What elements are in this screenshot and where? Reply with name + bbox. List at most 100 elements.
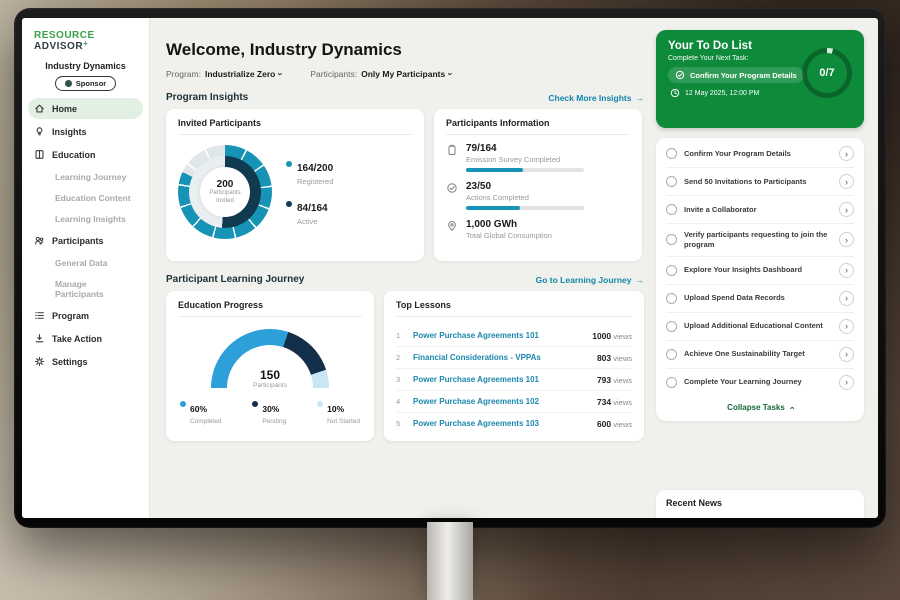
stat-global-consumption: 1,000 GWh Total Global Consumption [446, 219, 630, 244]
task-checkbox[interactable] [666, 148, 677, 159]
sidebar-item-take-action[interactable]: Take Action [22, 327, 149, 350]
chevron-right-icon[interactable]: › [839, 202, 854, 217]
todo-next-task-label: Confirm Your Program Details [690, 70, 797, 80]
book-icon [35, 150, 44, 159]
task-item[interactable]: Upload Additional Educational Content › [666, 313, 854, 341]
clock-icon [670, 88, 680, 98]
task-item[interactable]: Complete Your Learning Journey › [666, 369, 854, 396]
todo-next-task[interactable]: Confirm Your Program Details [668, 67, 804, 83]
main-content: Welcome, Industry Dynamics Program: Indu… [150, 18, 656, 518]
check-circle-icon [675, 70, 685, 80]
lesson-views-unit: views [613, 331, 632, 341]
dashboard-screen: RESOURCE ADVISOR+ Industry Dynamics Spon… [22, 18, 878, 518]
home-icon [35, 104, 44, 113]
sidebar-item-general-data[interactable]: General Data [55, 257, 108, 268]
lesson-row: 3 Power Purchase Agreements 101 793 view… [396, 369, 632, 391]
sponsor-icon [64, 80, 72, 87]
chevron-right-icon[interactable]: › [839, 146, 854, 161]
chevron-right-icon[interactable]: › [839, 290, 854, 306]
participants-filter-label: Participants: [310, 69, 358, 79]
lesson-row: 4 Power Purchase Agreements 102 734 view… [396, 391, 632, 413]
todo-progress-value: 0/7 [819, 67, 835, 79]
task-item[interactable]: Explore Your Insights Dashboard › [666, 257, 854, 285]
nav-label: Participants [52, 235, 104, 246]
chevron-right-icon[interactable]: › [839, 262, 854, 278]
collapse-tasks-button[interactable]: Collapse Tasks › [666, 396, 854, 417]
todo-summary-card: Your To Do List Complete Your Next Task:… [656, 30, 864, 128]
lesson-link[interactable]: Power Purchase Agreements 101 [413, 331, 539, 340]
task-item[interactable]: Send 50 Invitations to Participants › [666, 168, 854, 196]
chevron-right-icon[interactable]: › [839, 174, 854, 189]
sidebar-item-settings[interactable]: Settings [22, 350, 149, 373]
sponsor-badge[interactable]: Sponsor [54, 76, 117, 91]
task-item[interactable]: Achieve One Sustainability Target › [666, 341, 854, 369]
nav-label: Take Action [52, 333, 103, 344]
task-item[interactable]: Upload Spend Data Records › [666, 285, 854, 313]
sidebar-item-learning-journey[interactable]: Learning Journey [55, 171, 127, 182]
chevron-right-icon[interactable]: › [839, 346, 854, 362]
sponsor-label: Sponsor [75, 79, 107, 88]
stat-label: Actions Completed [466, 193, 529, 202]
task-checkbox[interactable] [666, 348, 677, 360]
program-filter[interactable]: Program: Industrialize Zero › [166, 69, 286, 79]
task-label: Upload Additional Educational Content [684, 321, 823, 331]
lesson-views-value: 793 [596, 374, 612, 385]
card-title: Invited Participants [178, 118, 412, 135]
stat-actions-completed: 23/50 Actions Completed [446, 181, 630, 210]
sidebar-item-manage-participants[interactable]: Manage Participants [55, 278, 104, 299]
lesson-link[interactable]: Financial Considerations - VPPAs [413, 353, 541, 362]
sidebar-item-education[interactable]: Education [22, 143, 149, 166]
gauge-legend: 60% Completed 30% Pending [178, 399, 362, 425]
legend-item-active: 84/164 Active [286, 198, 333, 226]
people-icon [35, 236, 44, 245]
go-to-learning-journey-link[interactable]: Go to Learning Journey → [536, 275, 644, 285]
sidebar-item-home[interactable]: Home [28, 98, 143, 119]
legend-item-registered: 164/200 Registered [286, 158, 333, 186]
card-title: Top Lessons [396, 300, 632, 317]
progress-bar [466, 168, 584, 172]
chevron-right-icon[interactable]: › [839, 374, 854, 390]
task-checkbox[interactable] [666, 376, 677, 388]
task-checkbox[interactable] [666, 320, 677, 332]
lesson-link[interactable]: Power Purchase Agreements 103 [413, 419, 539, 428]
legend-dot [286, 161, 292, 167]
nav-label: Home [52, 103, 78, 114]
stat-label: Emission Survey Completed [466, 155, 561, 164]
sidebar-item-learning-insights[interactable]: Learning Insights [55, 213, 126, 224]
legend-dot [180, 401, 186, 407]
lesson-link[interactable]: Power Purchase Agreements 101 [413, 375, 539, 384]
nav-label: Settings [52, 356, 88, 367]
task-label: Send 50 Invitations to Participants [684, 176, 807, 186]
program-filter-label: Program: [166, 69, 201, 79]
lesson-views-unit: views [613, 419, 632, 429]
check-more-insights-link[interactable]: Check More Insights → [548, 93, 644, 103]
sidebar-item-education-content[interactable]: Education Content [55, 192, 131, 203]
sidebar-item-program[interactable]: Program [22, 304, 149, 327]
invited-participants-card: Invited Participants 200 Participants In… [166, 109, 424, 261]
task-item[interactable]: Confirm Your Program Details › [666, 140, 854, 168]
task-checkbox[interactable] [666, 176, 677, 187]
program-insights-header: Program Insights Check More Insights → [166, 92, 644, 103]
education-progress-card: Education Progress 150 Participants [166, 291, 374, 441]
legend-label: Pending [262, 418, 287, 425]
sidebar-item-insights[interactable]: Insights [22, 120, 149, 143]
lesson-link[interactable]: Power Purchase Agreements 102 [413, 397, 539, 406]
task-item[interactable]: Invite a Collaborator › [666, 196, 854, 224]
chevron-right-icon[interactable]: › [839, 318, 854, 334]
task-checkbox[interactable] [666, 264, 677, 276]
legend-item-pending: 30% Pending [252, 399, 286, 425]
participants-filter[interactable]: Participants: Only My Participants › [310, 69, 455, 79]
sidebar-item-participants[interactable]: Participants [22, 229, 149, 252]
lesson-row: 5 Power Purchase Agreements 103 600 view… [396, 413, 632, 434]
task-item[interactable]: Verify participants requesting to join t… [666, 224, 854, 257]
legend-dot [317, 401, 324, 407]
learning-cards-row: Education Progress 150 Participants [166, 291, 644, 441]
task-checkbox[interactable] [666, 204, 677, 215]
legend-label: Registered [297, 177, 334, 186]
task-checkbox[interactable] [666, 234, 677, 246]
recent-news-header[interactable]: Recent News [656, 490, 864, 518]
task-label: Complete Your Learning Journey [684, 377, 802, 387]
chevron-right-icon[interactable]: › [839, 232, 854, 248]
task-checkbox[interactable] [666, 292, 677, 304]
lesson-views-unit: views [613, 353, 632, 363]
